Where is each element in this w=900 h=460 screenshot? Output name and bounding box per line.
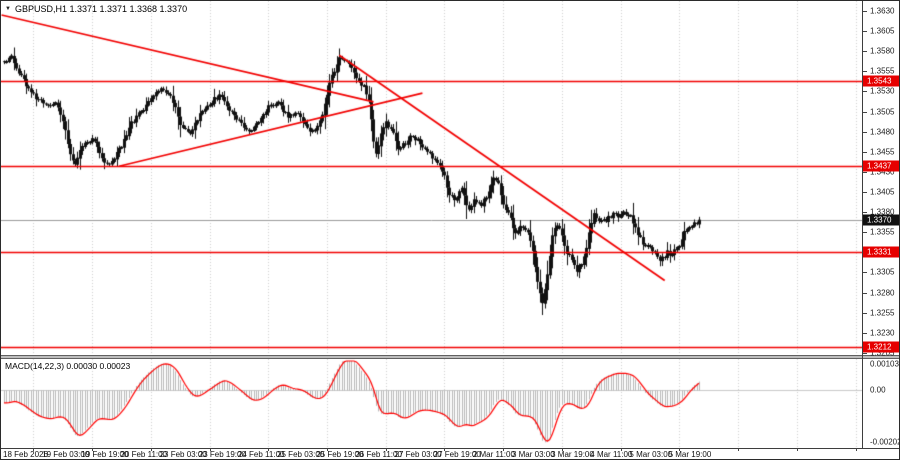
price-axis-label: 1.3630 [870,6,895,16]
time-axis-label: 26 Feb 11:00 [355,450,402,459]
price-axis-label: 1.3555 [870,66,895,76]
time-axis-label: 27 Feb 03:00 [394,450,442,459]
time-axis-label: 18 Feb 2026 [3,450,48,459]
time-axis-tick [33,448,34,451]
price-level-badge: 1.3212 [863,341,899,353]
time-axis-label: 24 Feb 11:00 [237,450,285,459]
time-axis-tick [444,448,445,451]
price-axis-label: 1.3305 [870,267,895,277]
price-axis-label: 1.3355 [870,227,895,237]
panel-splitter[interactable] [1,355,899,359]
price-axis-tick [863,91,867,92]
time-axis-tick [386,448,387,451]
price-axis-tick [863,353,867,354]
time-axis-separator [1,448,899,449]
time-axis-tick [268,448,269,451]
symbol-title: GBPUSD,H1 1.3371 1.3371 1.3368 1.3370 [14,4,188,14]
time-axis-tick [797,448,798,451]
price-axis-tick [863,272,867,273]
price-axis-tick [863,333,867,334]
macd-axis-label: -0.00202 [870,437,900,447]
price-axis-label: 1.3255 [870,308,895,318]
price-axis-label: 1.3280 [870,288,895,298]
time-axis-label: 3 Mar 03:00 [511,450,555,459]
chart-title-bar: ▼ GBPUSD,H1 1.3371 1.3371 1.3368 1.3370 [5,4,187,14]
macd-indicator-label: MACD(14,22,3) 0.00030 0.00023 [5,361,131,371]
price-axis-label: 1.3455 [870,147,895,157]
time-axis-tick [679,448,680,451]
time-axis-label: 2 Mar 11:00 [472,450,515,459]
time-axis-label: 4 Mar 11:00 [590,450,633,459]
time-axis-tick [327,448,328,451]
price-axis-tick [863,112,867,113]
time-axis-label: 25 Feb 19:00 [316,450,364,459]
symbol-dropdown-icon[interactable]: ▼ [5,6,11,12]
price-chart-canvas[interactable] [1,1,862,355]
price-axis-tick [863,51,867,52]
price-axis-label: 1.3530 [870,86,895,96]
time-axis-tick [210,448,211,451]
time-axis-label: 20 Feb 11:00 [120,450,168,459]
macd-axis-label: 0.00103 [870,359,899,369]
price-level-badge: 1.3437 [863,160,899,172]
price-axis-tick [863,293,867,294]
price-axis-tick [863,212,867,213]
time-axis-label: 19 Feb 19:00 [81,450,129,459]
time-axis-label: 19 Feb 03:00 [42,450,90,459]
time-axis-tick [503,448,504,451]
price-axis-label: 1.3380 [870,207,895,217]
price-axis-tick [863,31,867,32]
price-axis-tick [863,313,867,314]
price-axis-label: 1.3430 [870,167,895,177]
time-axis-label: 5 Mar 19:00 [668,450,712,459]
time-axis-label: 23 Feb 19:00 [198,450,246,459]
time-axis-tick [621,448,622,451]
price-axis-tick [863,132,867,133]
time-axis-tick [856,448,857,451]
time-axis-label: 23 Feb 03:00 [159,450,207,459]
time-axis-label: 5 Mar 03:00 [629,450,673,459]
time-axis-label: 27 Feb 19:00 [433,450,481,459]
time-axis-label: 3 Mar 19:00 [551,450,594,459]
price-axis-separator [862,1,863,448]
price-axis-label: 1.3405 [870,187,895,197]
time-axis-tick [92,448,93,451]
price-axis-tick [863,232,867,233]
macd-indicator-canvas[interactable] [1,359,862,448]
price-axis-tick [863,71,867,72]
price-axis-tick [863,192,867,193]
price-level-badge: 1.3543 [863,75,899,87]
price-axis-label: 1.3230 [870,328,895,338]
price-axis-label: 1.3205 [870,348,895,358]
current-price-badge: 1.3370 [863,214,899,226]
price-axis-label: 1.3605 [870,26,895,36]
time-axis-tick [151,448,152,451]
time-axis-tick [562,448,563,451]
time-axis-label: 25 Feb 03:00 [277,450,325,459]
macd-axis-label: 0.00 [870,385,886,395]
price-axis-tick [863,152,867,153]
price-axis-tick [863,172,867,173]
price-axis-label: 1.3505 [870,107,895,117]
price-axis-tick [863,11,867,12]
price-level-badge: 1.3331 [863,246,899,258]
price-axis-label: 1.3480 [870,127,895,137]
time-axis-tick [738,448,739,451]
price-axis-label: 1.3580 [870,46,895,56]
